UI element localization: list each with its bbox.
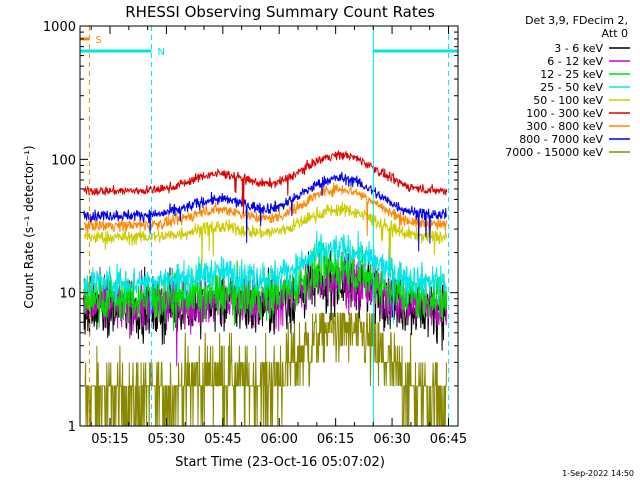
y-tick-label: 1: [68, 420, 76, 435]
chart-title: RHESSI Observing Summary Count Rates: [125, 3, 435, 21]
y-tick-label: 1000: [43, 20, 76, 35]
flag-label: S: [95, 35, 101, 46]
x-tick-label: 05:45: [204, 432, 241, 447]
y-axis-label: Count Rate (s⁻¹ detector⁻¹): [22, 145, 36, 308]
x-tick-label: 06:00: [260, 432, 297, 447]
generation-timestamp: 1-Sep-2022 14:50: [562, 469, 634, 478]
series-line: [83, 242, 448, 332]
flag-label: N: [157, 47, 164, 58]
series-line: [83, 182, 448, 236]
x-tick-label: 06:30: [373, 432, 410, 447]
legend-entry-label: 800 - 7000 keV: [519, 133, 603, 146]
legend-entry-label: 6 - 12 keV: [547, 55, 603, 68]
legend-entry-label: 300 - 800 keV: [526, 120, 603, 133]
series-line: [83, 171, 448, 252]
legend-entry-label: 100 - 300 keV: [526, 107, 603, 120]
plot-frame: [79, 25, 459, 427]
plot-area: SN: [79, 26, 458, 426]
series-line: [83, 230, 448, 324]
x-tick-label: 06:15: [317, 432, 354, 447]
series-line: [83, 312, 448, 426]
axes: 1 10 100 1000 05:15 05:30 05:45 06:00 06:15 06:30…: [43, 20, 467, 447]
legend-entry-label: 3 - 6 keV: [554, 42, 603, 55]
series-line: [83, 201, 448, 268]
y-tick-label: 100: [51, 153, 76, 168]
legend-entry-label: 12 - 25 keV: [540, 68, 603, 81]
series-line: [83, 149, 448, 214]
x-axis-label: Start Time (23-Oct-16 05:07:02): [175, 455, 385, 470]
legend-header: Att 0: [602, 27, 628, 40]
plot-clip-group: [83, 149, 448, 426]
legend-header: Det 3,9, FDecim 2,: [525, 14, 628, 27]
legend-entry-label: 25 - 50 keV: [540, 81, 603, 94]
x-tick-label: 06:45: [430, 432, 467, 447]
legend-entry-label: 50 - 100 keV: [533, 94, 603, 107]
legend-entry-label: 7000 - 15000 keV: [505, 146, 603, 159]
y-tick-label: 10: [59, 287, 76, 302]
x-tick-label: 05:15: [91, 432, 128, 447]
x-tick-label: 05:30: [148, 432, 185, 447]
